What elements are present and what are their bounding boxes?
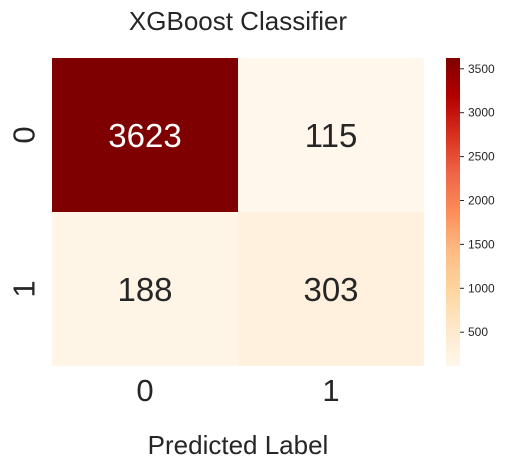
colorbar-ticks: 500 1000 1500 2000 2500 3000 3500 [460,62,495,339]
colorbar-tick-label-2000: 2000 [468,193,495,207]
x-tick-label-0: 0 [136,373,153,408]
heatmap-cells: 3623 115 188 303 [52,58,424,366]
x-tick-label-1: 1 [322,373,339,408]
heatmap-cell-1-1 [238,212,424,366]
colorbar-gradient [446,58,460,366]
cell-value-label-0-0: 3623 [108,117,181,154]
chart-title: XGBoost Classifier [129,6,348,36]
colorbar-tick-label-2500: 2500 [468,150,495,164]
heatmap-cell-1-0 [52,212,238,366]
colorbar-tick-label-1500: 1500 [468,237,495,251]
colorbar [446,58,460,366]
y-tick-label-1: 1 [7,280,42,297]
cell-value-label-0-1: 115 [305,117,358,154]
x-axis-label: Predicted Label [148,430,329,460]
heatmap-cell-0-0 [52,58,238,212]
colorbar-tick-label-500: 500 [468,325,488,339]
cell-value-label-1-0: 188 [117,271,172,308]
y-tick-label-0: 0 [7,126,42,143]
colorbar-tick-label-3000: 3000 [468,106,495,120]
colorbar-tick-label-3500: 3500 [468,62,495,76]
heatmap-cell-0-1 [238,58,424,212]
colorbar-tick-label-1000: 1000 [468,281,495,295]
y-tick-labels: 01 [7,126,42,297]
cell-value-label-1-1: 303 [303,271,358,308]
